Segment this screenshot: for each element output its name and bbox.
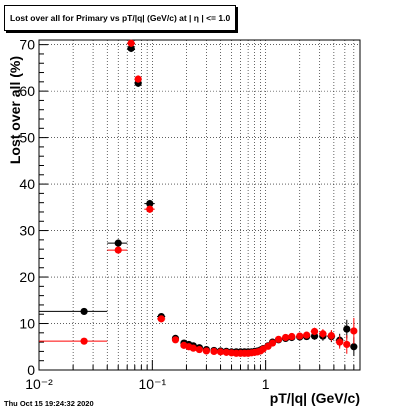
plot-title: Lost over all for Primary vs pT/|q| (GeV… [4,5,237,31]
series-1-point [127,44,135,52]
series-2-point [274,335,283,343]
series-2-point [202,347,210,355]
series-2-point [134,75,142,83]
x-tick-label: 1 [262,376,270,392]
series-1-point [146,200,154,208]
series-2-point [210,347,218,356]
series-2-point [350,327,358,335]
series-2-point [195,345,203,354]
y-axis-title: Lost over all (%) [7,56,23,164]
y-tick-label: 0 [27,362,35,378]
series-2-point [310,327,319,336]
series-2-point [282,333,290,342]
series-2-point [216,348,225,356]
y-tick-label: 30 [19,223,35,239]
x-tick-label: 10⁻² [25,376,53,392]
series-2-point [80,337,88,345]
series-2-point [189,344,197,352]
y-tick-label: 60 [19,83,35,99]
series-2-point [157,315,165,323]
plot-frame [38,39,361,371]
series-2-point [343,340,351,349]
series-1-point [114,239,122,247]
series-2-point [114,246,122,254]
series-2-point [171,336,180,344]
series-2-point [222,348,230,356]
series-2-point [319,330,327,338]
series-1-point [350,343,358,351]
x-tick-label: 10⁻¹ [139,376,167,392]
series-2-point [327,332,335,340]
series-2-point [146,205,154,213]
series-2-point [296,332,304,340]
y-tick-label: 70 [19,37,35,53]
series-1-point [80,307,88,316]
y-tick-label: 50 [19,130,35,146]
y-tick-label: 10 [19,316,35,332]
y-tick-label: 20 [19,269,35,285]
x-axis-title: pT/|q| (GeV/c) [270,390,360,406]
y-tick-label: 40 [19,176,35,192]
series-2-point [268,339,277,347]
series-2-point [127,39,135,47]
series-1-point [343,325,351,333]
series-2-point [303,331,311,339]
timestamp-footer: Thu Oct 15 19:24:32 2020 [4,399,94,408]
series-2-point [288,332,296,341]
series-2-point [336,338,344,346]
